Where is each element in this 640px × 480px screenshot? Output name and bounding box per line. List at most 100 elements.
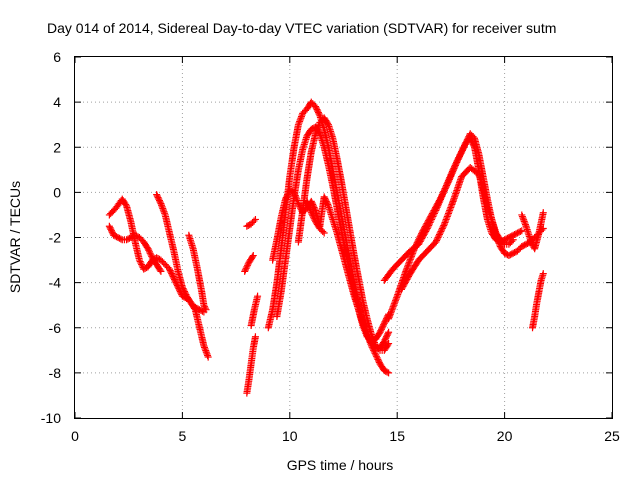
data-point-interp: [434, 234, 442, 241]
data-point: [436, 195, 444, 203]
data-point-interp: [411, 243, 419, 251]
data-point: [385, 369, 393, 377]
data-point-interp: [416, 233, 424, 241]
data-point-interp: [201, 304, 209, 312]
data-point-interp: [412, 242, 420, 250]
data-point: [410, 245, 418, 253]
data-point-interp: [508, 237, 516, 245]
data-point-interp: [322, 196, 330, 204]
series-sat-e: [243, 333, 259, 397]
data-point-interp: [158, 203, 166, 211]
data-point-interp: [315, 110, 323, 118]
data-point-interp: [461, 140, 469, 148]
data-point-interp: [366, 337, 374, 345]
series-sat-h: [247, 292, 262, 329]
data-point-interp: [443, 182, 451, 190]
data-point-interp: [414, 237, 422, 245]
data-point-interp: [361, 324, 369, 332]
y-tick-label: 4: [53, 94, 61, 110]
data-point: [251, 215, 259, 223]
data-point-interp: [295, 119, 303, 127]
data-point-interp: [370, 348, 378, 356]
data-point-interp: [521, 219, 529, 227]
data-point-interp: [291, 192, 299, 200]
data-point-interp: [373, 354, 381, 362]
data-point: [170, 274, 178, 282]
data-point-interp: [153, 192, 161, 200]
data-point-interp: [154, 194, 162, 202]
data-point: [105, 222, 113, 230]
data-point-interp: [314, 123, 322, 131]
data-point-interp: [454, 155, 462, 163]
data-point-interp: [440, 188, 448, 196]
data-point: [462, 139, 470, 147]
series-sat-c: [153, 191, 208, 316]
data-point-interp: [293, 196, 301, 204]
data-point: [509, 236, 517, 244]
series-sat-q: [518, 209, 547, 253]
data-point-interp: [418, 228, 426, 236]
data-point-interp: [117, 235, 125, 243]
data-point-interp: [378, 324, 386, 332]
data-point-interp: [436, 229, 444, 237]
data-point-interp: [282, 194, 290, 202]
x-tick-label: 20: [497, 428, 513, 444]
data-point-interp: [156, 198, 164, 206]
data-point-interp: [161, 209, 169, 217]
data-point-interp: [243, 263, 251, 271]
data-point-interp: [296, 116, 304, 124]
x-tick-label: 10: [282, 428, 298, 444]
data-point-interp: [499, 239, 507, 247]
data-point-interp: [380, 321, 388, 329]
data-point-interp: [156, 266, 164, 274]
x-tick-label: 5: [179, 428, 187, 444]
data-point-interp: [159, 204, 167, 212]
data-point: [204, 353, 212, 361]
x-tick-label: 15: [389, 428, 405, 444]
data-point-interp: [169, 273, 177, 281]
data-point-interp: [313, 125, 321, 133]
data-point: [303, 197, 311, 205]
series-sat-i: [264, 98, 393, 352]
data-point-interp: [448, 169, 456, 177]
data-point: [294, 200, 302, 208]
data-point-interp: [204, 351, 212, 359]
x-tick-label: 25: [604, 428, 620, 444]
data-point: [290, 188, 298, 196]
data-point-interp: [322, 197, 330, 205]
data-point-interp: [107, 225, 115, 233]
series-sat-r: [529, 270, 547, 332]
data-point-interp: [371, 349, 379, 357]
y-tick-label: 0: [53, 184, 61, 200]
data-point: [539, 209, 547, 217]
data-point-interp: [437, 194, 445, 202]
data-point: [307, 209, 315, 217]
y-axis-label: SDTVAR / TECUs: [7, 181, 23, 293]
data-point: [157, 267, 165, 275]
series-sat-l: [269, 186, 393, 377]
data-point-interp: [138, 261, 146, 269]
data-point-interp: [166, 267, 174, 275]
data-point: [539, 270, 547, 278]
y-tick-label: -2: [49, 230, 62, 246]
data-point-interp: [417, 231, 425, 239]
data-point-interp: [201, 345, 209, 353]
series-sat-d: [185, 231, 210, 314]
data-point-interp: [324, 119, 332, 127]
data-point-interp: [315, 122, 323, 130]
data-point-interp: [381, 336, 389, 344]
data-point: [376, 328, 384, 336]
data-point-interp: [437, 227, 445, 235]
data-point-interp: [384, 330, 392, 338]
data-point-interp: [439, 223, 447, 231]
data-point-interp: [455, 154, 463, 162]
data-points: [105, 98, 547, 397]
data-point: [144, 245, 152, 253]
data-point-interp: [181, 288, 189, 296]
data-point-interp: [283, 192, 291, 200]
data-point-interp: [146, 249, 154, 257]
data-point-interp: [382, 334, 390, 342]
y-tick-label: 6: [53, 49, 61, 65]
data-point: [320, 193, 328, 201]
data-point-interp: [520, 216, 528, 224]
